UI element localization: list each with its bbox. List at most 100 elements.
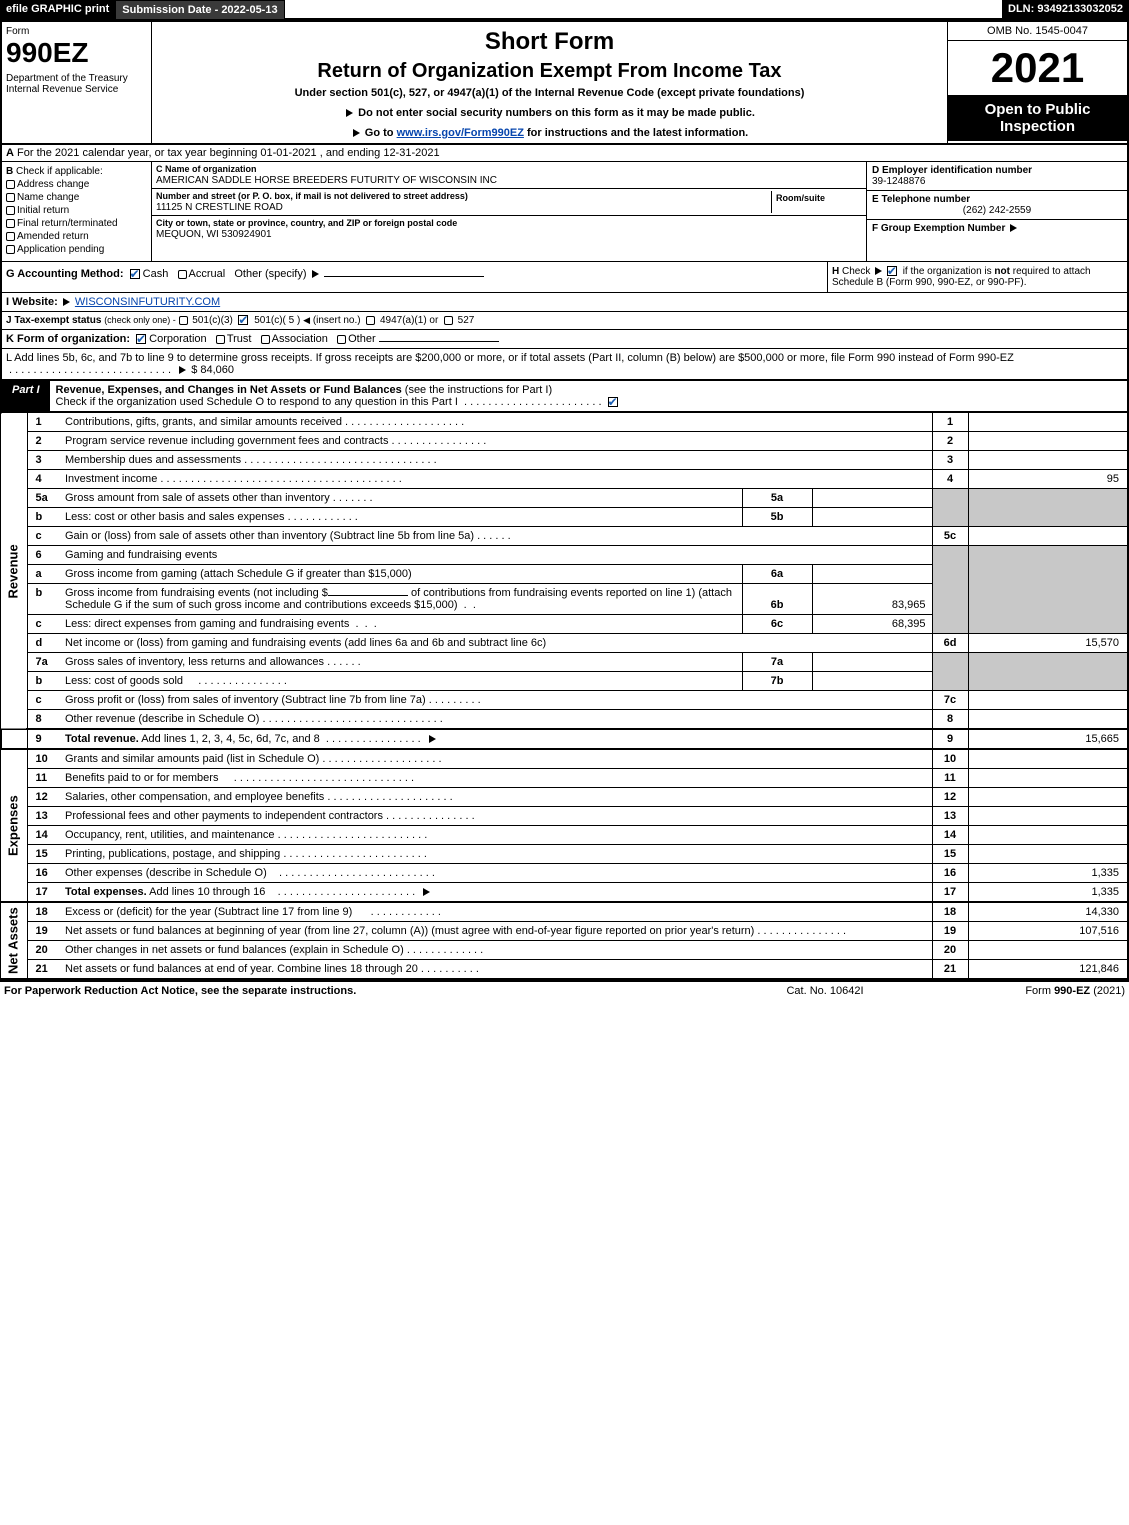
phone: (262) 242-2559 [872,205,1122,216]
open-public: Open to Public Inspection [948,95,1127,141]
line-desc: Less: cost of goods sold [65,675,183,687]
chk-501c[interactable] [238,315,248,325]
line-desc: Less: cost or other basis and sales expe… [65,511,285,523]
irs-link[interactable]: www.irs.gov/Form990EZ [397,127,524,139]
line-num: b [27,584,61,615]
chk-part-i[interactable] [608,397,618,407]
chk-h[interactable] [887,266,897,276]
line-desc: Printing, publications, postage, and shi… [65,848,280,860]
side-revenue: Revenue [1,413,27,730]
line-num: 15 [27,845,61,864]
chk-name[interactable] [6,193,15,202]
line-num: 14 [27,826,61,845]
line-ref: 11 [932,769,968,788]
chk-trust[interactable] [216,335,225,344]
chk-initial[interactable] [6,206,15,215]
line-desc: Gross sales of inventory, less returns a… [65,656,324,668]
lines-table: Revenue 1 Contributions, gifts, grants, … [0,412,1129,980]
ein: 39-1248876 [872,176,925,187]
chk-501c3[interactable] [179,316,188,325]
line-num: 7a [27,653,61,672]
line-num: 4 [27,470,61,489]
footer-paperwork: For Paperwork Reduction Act Notice, see … [4,985,725,997]
chk-pending[interactable] [6,245,15,254]
triangle-icon [875,267,882,275]
line-desc: Excess or (deficit) for the year (Subtra… [65,906,352,918]
line-num: 2 [27,432,61,451]
part-i-header: Part I Revenue, Expenses, and Changes in… [0,381,1129,412]
part-i-instr: (see the instructions for Part I) [405,384,552,396]
line-num: 3 [27,451,61,470]
opt-cash: Cash [143,268,169,280]
line-ref: 4 [932,470,968,489]
dept-label: Department of the Treasury Internal Reve… [6,73,147,95]
line-ref: 12 [932,788,968,807]
line-ref: 2 [932,432,968,451]
chk-amended[interactable] [6,232,15,241]
website-link[interactable]: WISCONSINFUTURITY.COM [75,296,220,308]
triangle-icon [423,888,430,896]
chk-other[interactable] [337,335,346,344]
line-val [968,413,1128,432]
note-goto-post: for instructions and the latest informat… [527,127,748,139]
opt-final: Final return/terminated [17,218,118,229]
line-desc: Total expenses. [65,886,147,898]
h-not: not [994,266,1010,277]
line-val [968,807,1128,826]
line-desc: Membership dues and assessments [65,454,241,466]
footer-form-num: 990-EZ [1054,985,1090,997]
chk-assoc[interactable] [261,335,270,344]
row-gh: G Accounting Method: Cash Accrual Other … [0,262,1129,292]
chk-final[interactable] [6,219,15,228]
chk-cash[interactable] [130,269,140,279]
subline-val [812,653,932,672]
line-ref: 14 [932,826,968,845]
triangle-icon [353,129,360,137]
chk-accrual[interactable] [178,270,187,279]
k-trust: Trust [227,333,252,345]
line-ref: 9 [932,729,968,749]
line-desc: Other expenses (describe in Schedule O) [65,867,267,879]
j-501c: 501(c)( 5 ) [254,315,300,326]
title-return: Return of Organization Exempt From Incom… [160,60,939,83]
chk-4947[interactable] [366,316,375,325]
line-ref: 16 [932,864,968,883]
k-corp: Corporation [149,333,206,345]
row-k: K Form of organization: Corporation Trus… [0,329,1129,348]
k-label: K Form of organization: [6,333,130,345]
line-desc: Gross amount from sale of assets other t… [65,492,330,504]
line-num: d [27,634,61,653]
subline-ref: 5a [742,489,812,508]
chk-527[interactable] [444,316,453,325]
line-num: c [27,691,61,710]
topbar: efile GRAPHIC print Submission Date - 20… [0,0,1129,20]
subline-ref: 7b [742,672,812,691]
other-line [324,276,484,277]
topbar-spacer [285,0,1002,20]
line-num: 18 [27,902,61,922]
omb-number: OMB No. 1545-0047 [948,22,1127,41]
line-desc: Gaming and fundraising events [65,549,217,561]
org-city: MEQUON, WI 530924901 [156,229,272,240]
line-desc: Other changes in net assets or fund bala… [65,944,404,956]
line-val [968,691,1128,710]
note-ssn: Do not enter social security numbers on … [358,107,755,119]
opt-initial: Initial return [17,205,69,216]
line-val [968,749,1128,769]
g-label: G Accounting Method: [6,268,124,280]
line-num: 16 [27,864,61,883]
subline-ref: 7a [742,653,812,672]
line-num: 19 [27,922,61,941]
line-ref: 10 [932,749,968,769]
row-a-text: For the 2021 calendar year, or tax year … [17,147,440,159]
chk-address[interactable] [6,180,15,189]
line-num: 20 [27,941,61,960]
line-val [968,941,1128,960]
h-text2: if the organization is [903,266,995,277]
line-desc: Total revenue. [65,733,139,745]
line-val: 1,335 [968,864,1128,883]
line-desc2: Add lines 1, 2, 3, 4, 5c, 6d, 7c, and 8 [139,733,320,745]
efile-print-button[interactable]: efile GRAPHIC print [0,0,115,20]
chk-corp[interactable] [136,334,146,344]
subline-ref: 6a [742,565,812,584]
